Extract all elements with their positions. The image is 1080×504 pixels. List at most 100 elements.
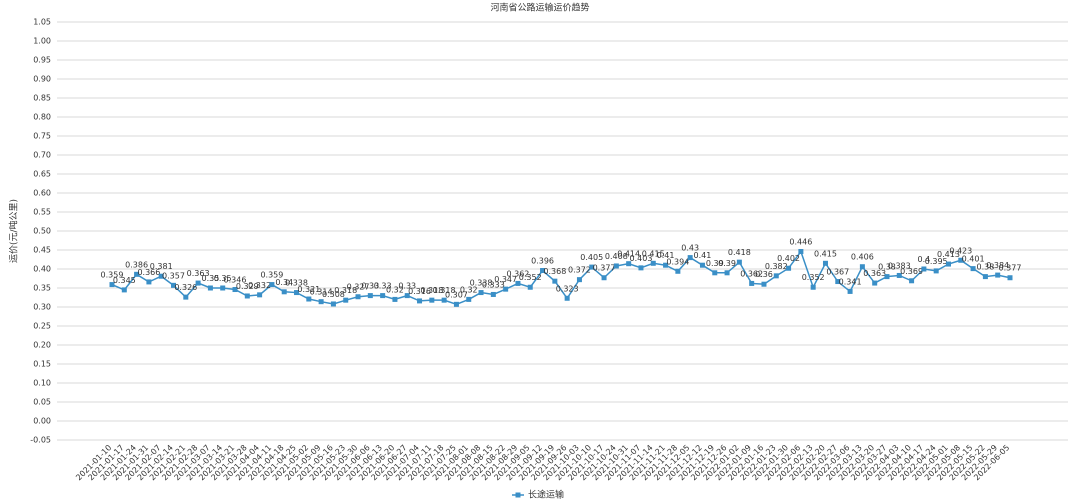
- data-point: [909, 278, 915, 284]
- data-label: 0.396: [531, 257, 554, 266]
- y-tick-label: 0.15: [33, 360, 51, 369]
- data-label: 0.345: [113, 276, 136, 285]
- data-point: [982, 274, 988, 280]
- data-label: 0.359: [260, 271, 283, 280]
- data-label: 0.382: [765, 262, 788, 271]
- data-label: 0.38: [878, 263, 896, 272]
- data-label: 0.363: [187, 269, 210, 278]
- data-point: [392, 296, 398, 302]
- data-point: [945, 261, 951, 267]
- data-label: 0.359: [101, 271, 124, 280]
- data-label: 0.377: [999, 264, 1022, 273]
- data-point: [970, 266, 976, 272]
- data-label: 0.323: [556, 284, 579, 293]
- data-point: [638, 265, 644, 271]
- data-point: [663, 262, 669, 268]
- data-point: [872, 280, 878, 286]
- data-label: 0.38: [976, 263, 994, 272]
- data-label: 0.384: [986, 261, 1009, 270]
- data-point: [589, 264, 595, 270]
- data-point: [220, 285, 226, 291]
- data-point: [552, 278, 558, 284]
- data-label: 0.362: [740, 269, 763, 278]
- y-tick-label: 0.75: [33, 132, 51, 141]
- y-tick-label: 1.05: [33, 18, 51, 27]
- data-label: 0.418: [728, 248, 751, 257]
- y-tick-label: 0.60: [33, 189, 51, 198]
- data-label: 0.415: [642, 249, 665, 258]
- data-point: [195, 280, 201, 286]
- data-point: [515, 280, 521, 286]
- y-tick-label: 0.50: [33, 227, 51, 236]
- data-point: [355, 294, 361, 300]
- data-point: [171, 282, 177, 288]
- data-label: 0.338: [285, 279, 308, 288]
- y-tick-label: 0.25: [33, 322, 51, 331]
- y-tick-label: -0.05: [30, 436, 51, 445]
- data-point: [687, 255, 693, 261]
- data-label: 0.372: [568, 266, 591, 275]
- data-point: [675, 268, 681, 274]
- data-point: [207, 285, 213, 291]
- data-label: 0.347: [494, 275, 517, 284]
- data-point: [232, 287, 238, 293]
- data-label: 0.318: [334, 286, 357, 295]
- data-label: 0.363: [863, 269, 886, 278]
- data-label: 0.403: [630, 254, 653, 263]
- data-point: [158, 273, 164, 279]
- data-point: [933, 268, 939, 274]
- data-point: [503, 286, 509, 292]
- data-point: [306, 296, 312, 302]
- data-label: 0.4: [918, 255, 931, 264]
- data-label: 0.362: [506, 269, 529, 278]
- data-point: [330, 301, 336, 307]
- data-label: 0.327: [347, 283, 370, 292]
- data-point: [921, 266, 927, 272]
- chart-title: 河南省公路运输运价趋势: [490, 2, 589, 14]
- data-point: [257, 292, 263, 298]
- data-label: 0.352: [802, 273, 825, 282]
- data-label: 0.39: [718, 259, 736, 268]
- data-label: 0.43: [681, 244, 699, 253]
- data-point: [478, 290, 484, 296]
- data-label: 0.41: [694, 251, 712, 260]
- y-tick-label: 0.65: [33, 170, 51, 179]
- y-tick-label: 0.95: [33, 56, 51, 65]
- data-label: 0.33: [398, 282, 416, 291]
- data-label: 0.405: [580, 253, 603, 262]
- data-point: [786, 265, 792, 271]
- data-point: [822, 260, 828, 266]
- data-label: 0.368: [543, 267, 566, 276]
- data-point: [736, 259, 742, 265]
- y-tick-label: 0.00: [33, 417, 51, 426]
- y-tick-label: 0.40: [33, 265, 51, 274]
- data-label: 0.35: [202, 274, 220, 283]
- data-point: [761, 281, 767, 287]
- data-point: [417, 298, 423, 304]
- data-point: [835, 279, 841, 285]
- data-point: [109, 282, 115, 288]
- data-point: [429, 297, 435, 303]
- y-axis-label: 运价(元/吨公里): [8, 199, 20, 263]
- data-label: 0.314: [310, 288, 333, 297]
- data-point: [134, 271, 140, 277]
- y-tick-label: 0.05: [33, 398, 51, 407]
- data-point: [527, 284, 533, 290]
- data-label: 0.338: [470, 279, 493, 288]
- data-label: 0.377: [593, 264, 616, 273]
- data-point: [810, 284, 816, 290]
- data-point: [995, 272, 1001, 278]
- data-label: 0.316: [408, 287, 431, 296]
- data-label: 0.33: [374, 282, 392, 291]
- y-tick-label: 0.55: [33, 208, 51, 217]
- data-label: 0.352: [519, 273, 542, 282]
- y-tick-label: 0.85: [33, 94, 51, 103]
- data-point: [367, 293, 373, 299]
- data-point: [183, 294, 189, 300]
- data-label: 0.413: [937, 250, 960, 259]
- data-label: 0.308: [322, 290, 345, 299]
- data-point: [650, 260, 656, 266]
- data-label: 0.33: [361, 282, 379, 291]
- data-label: 0.318: [433, 286, 456, 295]
